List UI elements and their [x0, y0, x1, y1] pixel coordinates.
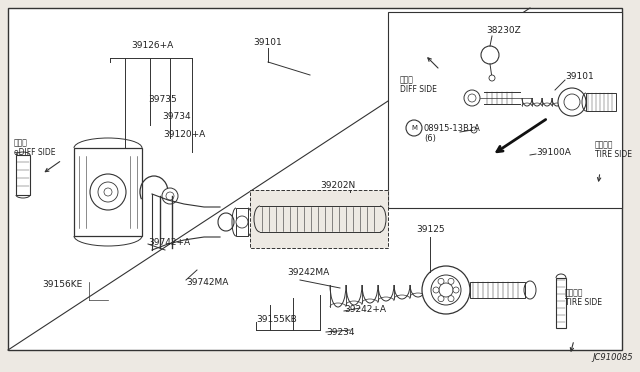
Text: 39735: 39735	[148, 95, 177, 104]
Text: タイヤ側
TIRE SIDE: タイヤ側 TIRE SIDE	[565, 288, 602, 307]
Bar	[236, 208, 248, 236]
Text: 39100A: 39100A	[536, 148, 571, 157]
Circle shape	[90, 174, 126, 210]
Circle shape	[406, 120, 422, 136]
Circle shape	[448, 278, 454, 284]
Text: 38230Z: 38230Z	[486, 26, 521, 35]
Circle shape	[468, 94, 476, 102]
Text: 39202N: 39202N	[320, 181, 355, 190]
Text: 08915-13B1A
(6): 08915-13B1A (6)	[424, 124, 481, 143]
Circle shape	[431, 275, 461, 305]
Text: JC910085: JC910085	[592, 353, 632, 362]
Circle shape	[564, 94, 580, 110]
Text: タイヤ側
TIRE SIDE: タイヤ側 TIRE SIDE	[595, 140, 632, 159]
Text: 39101: 39101	[253, 38, 282, 47]
Circle shape	[464, 90, 480, 106]
Circle shape	[438, 278, 444, 284]
Circle shape	[438, 296, 444, 302]
Text: 39734: 39734	[162, 112, 191, 121]
Circle shape	[236, 216, 248, 228]
Bar	[16, 155, 30, 195]
Circle shape	[166, 192, 174, 200]
Bar	[250, 190, 388, 248]
Circle shape	[481, 46, 499, 64]
Text: 39155KB: 39155KB	[256, 315, 297, 324]
Text: 39120+A: 39120+A	[163, 130, 205, 139]
Circle shape	[489, 75, 495, 81]
Text: 39125: 39125	[416, 225, 445, 234]
Circle shape	[558, 88, 586, 116]
Circle shape	[162, 188, 178, 204]
Text: デフ側
DIFF SIDE: デフ側 DIFF SIDE	[400, 75, 437, 94]
Circle shape	[433, 287, 439, 293]
Text: デフ側
eDIFF SIDE: デフ側 eDIFF SIDE	[14, 138, 56, 157]
Circle shape	[439, 283, 453, 297]
Circle shape	[422, 266, 470, 314]
Text: 39156KE: 39156KE	[42, 280, 83, 289]
Text: 39742+A: 39742+A	[148, 238, 190, 247]
Text: 39234: 39234	[326, 328, 355, 337]
Bar	[388, 12, 622, 208]
Circle shape	[104, 188, 112, 196]
Circle shape	[471, 127, 477, 133]
Bar	[470, 282, 525, 298]
Text: 39126+A: 39126+A	[131, 41, 173, 50]
Circle shape	[98, 182, 118, 202]
Text: 39742MA: 39742MA	[186, 278, 228, 287]
Circle shape	[448, 296, 454, 302]
Text: 39242MA: 39242MA	[287, 268, 329, 277]
Circle shape	[453, 287, 459, 293]
Text: M: M	[411, 125, 417, 131]
Bar	[586, 93, 616, 111]
Bar	[74, 148, 142, 236]
Text: 39101: 39101	[565, 72, 594, 81]
Text: 39242+A: 39242+A	[344, 305, 386, 314]
Bar	[556, 278, 566, 328]
